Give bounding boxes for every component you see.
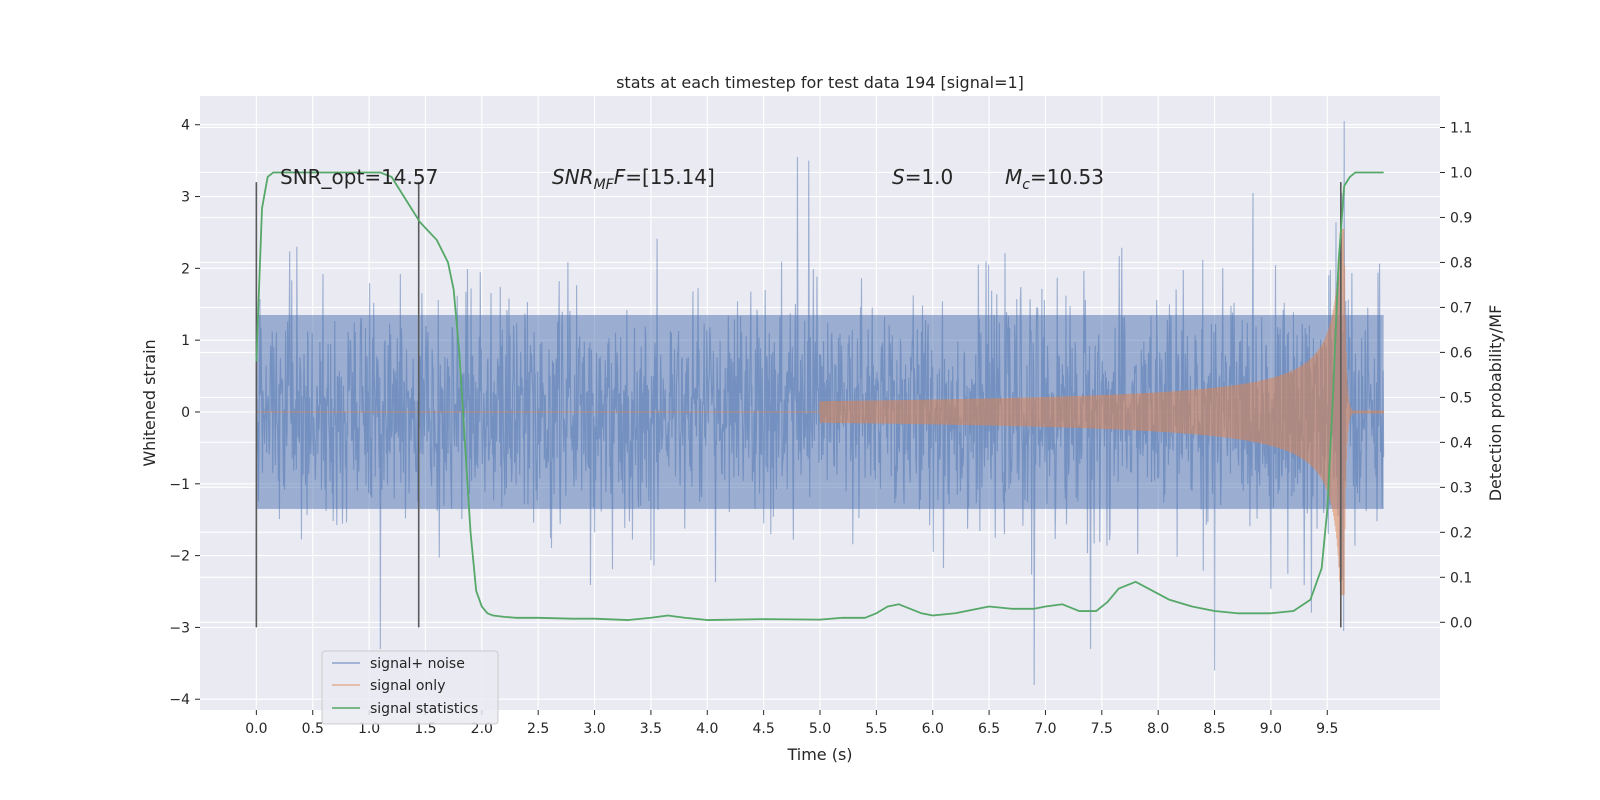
y2-axis-label: Detection probability/MF [1486, 305, 1505, 502]
y-tick-label: 0 [181, 405, 190, 421]
y-axis-ticks: 4 3 2 1 0 −1 −2 −3 −4 [169, 118, 200, 708]
y2-tick-label: 0.5 [1450, 390, 1472, 406]
legend-box [321, 650, 499, 725]
x-tick-label: 6.5 [978, 721, 1000, 737]
y-tick-label: 1 [181, 333, 190, 349]
y2-tick-label: 0.7 [1450, 300, 1472, 316]
x-tick-label: 8.0 [1147, 721, 1169, 737]
y-tick-label: −1 [169, 477, 190, 493]
x-tick-label: 2.0 [471, 721, 493, 737]
signal-only-series [256, 228, 1385, 596]
y-tick-label: −2 [169, 549, 190, 565]
x-tick-label: 5.0 [809, 721, 831, 737]
x-tick-label: 1.0 [358, 721, 380, 737]
x-tick-label: 7.0 [1034, 721, 1056, 737]
x-axis-ticks: 0.0 0.5 1.0 1.5 2.0 2.5 3.0 3.5 4.0 4.5 5.0 5.5 6.0 6… [245, 710, 1338, 737]
y-axis-label: Whitened strain [140, 339, 159, 466]
x-tick-label: 0.5 [302, 721, 324, 737]
y2-axis-ticks: 1.1 1.0 0.9 0.8 0.7 0.6 0.5 0.4 0.3 0.2 0.1 0.0 [1440, 120, 1472, 631]
y2-tick-label: 1.1 [1450, 120, 1472, 136]
x-tick-label: 4.0 [696, 721, 718, 737]
signal-only-line [256, 228, 1385, 596]
signal-statistics-line [255, 171, 1384, 621]
x-tick-label: 0.0 [245, 721, 267, 737]
y2-tick-label: 1.0 [1450, 165, 1472, 181]
legend: signal+ noise signal only signal statist… [321, 650, 499, 725]
annotation-snr-mf: SNRMFF=[15.14] [552, 165, 715, 193]
legend-label-signal-noise: signal+ noise [370, 656, 465, 672]
y-tick-label: −3 [169, 620, 190, 636]
x-tick-label: 9.0 [1260, 721, 1282, 737]
x-tick-label: 3.5 [640, 721, 662, 737]
x-axis-label: Time (s) [786, 745, 852, 764]
y2-tick-label: 0.3 [1450, 480, 1472, 496]
y2-tick-label: 0.4 [1450, 435, 1472, 451]
signal-noise-line [255, 121, 1385, 685]
annotation-mc: Mc=10.53 [1005, 165, 1104, 193]
annotation-s: S=1.0 [892, 165, 953, 189]
x-tick-label: 5.5 [865, 721, 887, 737]
y2-tick-label: 0.9 [1450, 210, 1472, 226]
chart-title: stats at each timestep for test data 194… [616, 73, 1024, 92]
x-tick-label: 7.5 [1091, 721, 1113, 737]
y2-tick-label: 0.1 [1450, 570, 1472, 586]
legend-label-signal-only: signal only [370, 678, 445, 694]
y-tick-label: 4 [181, 118, 190, 134]
x-tick-label: 3.0 [583, 721, 605, 737]
legend-label-signal-statistics: signal statistics [370, 701, 478, 717]
signal-statistics-series [255, 171, 1384, 621]
x-tick-label: 4.5 [753, 721, 775, 737]
y-tick-label: −4 [169, 692, 190, 708]
y2-tick-label: 0.2 [1450, 525, 1472, 541]
vertical-markers [255, 182, 1342, 628]
y-tick-label: 3 [181, 190, 190, 206]
x-tick-label: 9.5 [1316, 721, 1338, 737]
x-tick-label: 8.5 [1203, 721, 1225, 737]
y-tick-label: 2 [181, 261, 190, 277]
annotation-snr-opt: SNR_opt=14.57 [280, 165, 438, 189]
x-tick-label: 2.5 [527, 721, 549, 737]
x-tick-label: 1.5 [414, 721, 436, 737]
y2-tick-label: 0.6 [1450, 345, 1472, 361]
x-tick-label: 6.0 [922, 721, 944, 737]
y2-tick-label: 0.8 [1450, 255, 1472, 271]
y2-tick-label: 0.0 [1450, 615, 1472, 631]
